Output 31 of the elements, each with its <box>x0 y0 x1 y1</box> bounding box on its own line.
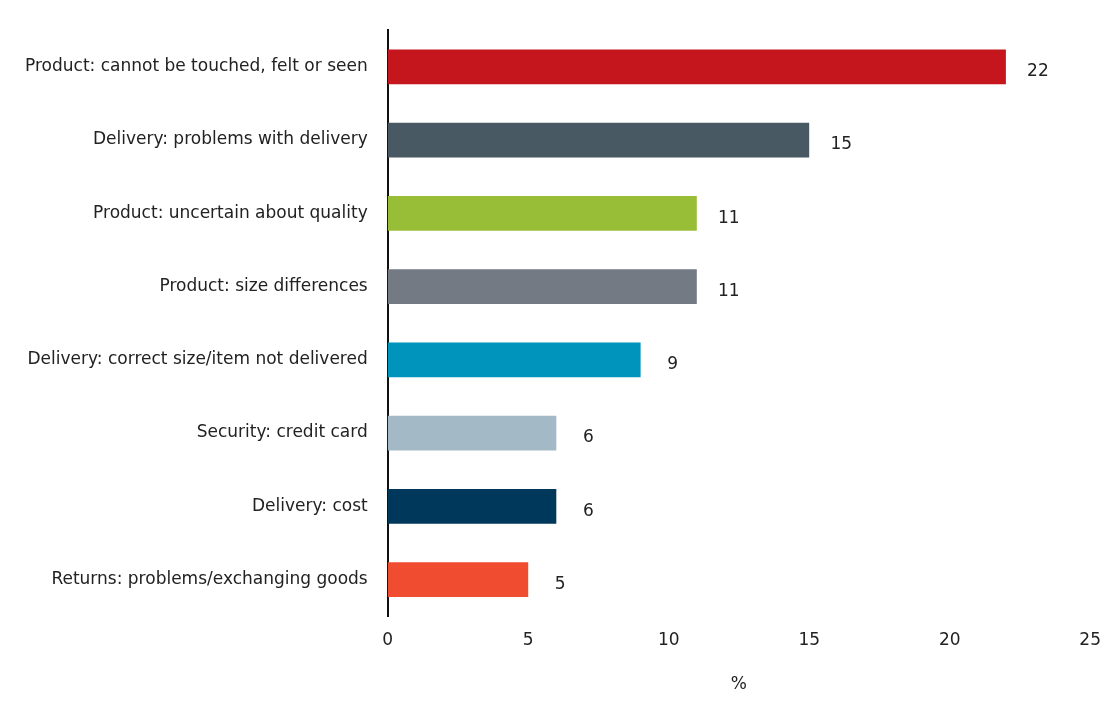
y-tick-label: Delivery: correct size/item not delivered <box>27 348 368 369</box>
x-tick-label: 25 <box>1079 628 1101 649</box>
data-label: 11 <box>717 280 740 300</box>
data-label: 15 <box>830 133 853 154</box>
data-label: 22 <box>1027 60 1049 81</box>
x-tick-label: 5 <box>522 628 534 649</box>
data-label: 6 <box>582 499 594 520</box>
bar <box>387 415 557 451</box>
y-tick-label: Security: credit card <box>196 421 368 442</box>
y-tick-label: Product: uncertain about quality <box>93 201 368 222</box>
bar <box>387 49 1006 85</box>
y-tick-label: Returns: problems/exchanging goods <box>51 568 368 588</box>
data-label: 11 <box>717 206 740 227</box>
bar <box>387 488 557 524</box>
y-tick-label: Delivery: cost <box>251 494 369 515</box>
x-tick-label: 20 <box>938 628 961 649</box>
x-tick-label: 15 <box>798 628 821 649</box>
bar <box>387 122 810 158</box>
x-tick-label: 0 <box>382 628 394 649</box>
bar <box>387 195 697 231</box>
data-label: 6 <box>582 426 594 447</box>
data-label: 5 <box>554 573 566 593</box>
data-label: 9 <box>667 353 679 374</box>
y-tick-label: Delivery: problems with delivery <box>92 128 368 149</box>
y-tick-label: Product: cannot be touched, felt or seen <box>25 55 368 76</box>
bar <box>387 342 641 378</box>
y-tick-label: Product: size differences <box>159 275 368 295</box>
bar <box>387 562 529 597</box>
bar <box>387 269 697 304</box>
x-tick-label: 10 <box>657 628 680 649</box>
x-axis-title: % <box>730 673 748 694</box>
